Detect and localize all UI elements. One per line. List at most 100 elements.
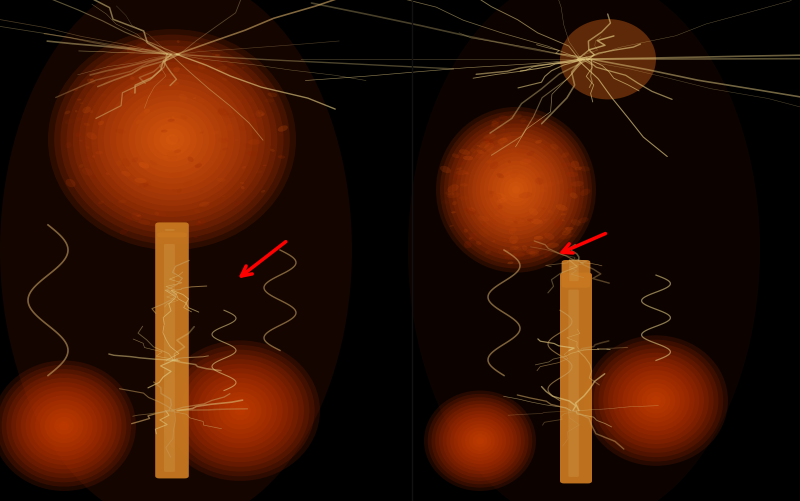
Ellipse shape (490, 125, 494, 129)
Ellipse shape (140, 113, 148, 117)
Ellipse shape (535, 178, 543, 185)
Ellipse shape (215, 55, 221, 57)
Ellipse shape (278, 126, 288, 132)
Ellipse shape (451, 212, 456, 214)
Ellipse shape (198, 63, 206, 71)
Ellipse shape (238, 127, 247, 131)
Ellipse shape (65, 111, 70, 115)
Ellipse shape (246, 152, 258, 157)
Ellipse shape (464, 173, 470, 175)
Ellipse shape (186, 71, 191, 74)
Ellipse shape (454, 417, 506, 464)
Ellipse shape (561, 189, 565, 192)
Ellipse shape (539, 190, 547, 193)
Ellipse shape (456, 128, 576, 253)
Ellipse shape (270, 149, 275, 152)
Ellipse shape (517, 263, 520, 265)
Ellipse shape (106, 173, 110, 176)
Ellipse shape (495, 209, 499, 211)
Ellipse shape (130, 88, 137, 95)
FancyBboxPatch shape (164, 244, 175, 472)
Ellipse shape (208, 383, 272, 439)
Ellipse shape (497, 126, 505, 131)
Ellipse shape (499, 165, 507, 170)
Ellipse shape (469, 431, 491, 451)
Ellipse shape (408, 0, 760, 501)
Ellipse shape (48, 30, 296, 250)
Ellipse shape (267, 93, 278, 98)
Ellipse shape (541, 208, 546, 210)
Ellipse shape (516, 217, 520, 221)
Ellipse shape (223, 114, 234, 119)
Ellipse shape (197, 100, 205, 103)
Ellipse shape (177, 189, 182, 193)
Ellipse shape (518, 192, 532, 199)
Ellipse shape (497, 198, 508, 203)
Ellipse shape (531, 184, 537, 189)
Ellipse shape (66, 47, 278, 234)
Ellipse shape (472, 145, 560, 236)
Ellipse shape (66, 143, 72, 149)
Ellipse shape (241, 186, 245, 190)
Ellipse shape (594, 344, 718, 457)
Ellipse shape (484, 143, 494, 151)
Ellipse shape (16, 382, 112, 469)
Ellipse shape (440, 166, 451, 174)
Ellipse shape (217, 109, 226, 116)
Ellipse shape (278, 156, 286, 159)
Ellipse shape (6, 374, 122, 478)
Ellipse shape (138, 220, 150, 225)
Ellipse shape (466, 209, 476, 215)
Ellipse shape (242, 68, 245, 70)
Ellipse shape (561, 214, 566, 216)
Ellipse shape (192, 369, 288, 453)
Ellipse shape (543, 219, 547, 221)
Ellipse shape (483, 138, 494, 146)
Ellipse shape (194, 210, 200, 213)
Ellipse shape (138, 183, 149, 188)
Ellipse shape (125, 216, 132, 223)
Ellipse shape (491, 121, 499, 128)
Ellipse shape (622, 370, 690, 431)
Ellipse shape (436, 108, 596, 273)
Ellipse shape (167, 186, 174, 191)
Ellipse shape (514, 247, 522, 251)
Ellipse shape (538, 172, 545, 176)
Ellipse shape (517, 148, 527, 155)
Ellipse shape (131, 213, 142, 221)
Ellipse shape (526, 249, 539, 255)
Ellipse shape (121, 66, 127, 69)
Ellipse shape (445, 192, 454, 196)
Ellipse shape (150, 161, 158, 166)
Ellipse shape (556, 205, 567, 211)
Ellipse shape (144, 109, 150, 114)
Ellipse shape (26, 391, 102, 460)
Ellipse shape (494, 215, 499, 217)
Ellipse shape (0, 365, 131, 486)
Ellipse shape (200, 132, 204, 134)
Ellipse shape (513, 253, 526, 258)
Ellipse shape (136, 120, 142, 125)
Ellipse shape (463, 209, 467, 211)
Ellipse shape (181, 151, 187, 154)
Ellipse shape (505, 218, 515, 225)
Ellipse shape (529, 208, 538, 216)
Ellipse shape (141, 113, 203, 168)
Ellipse shape (455, 171, 467, 176)
Ellipse shape (459, 196, 470, 201)
Ellipse shape (30, 395, 98, 456)
Ellipse shape (238, 89, 242, 93)
Ellipse shape (560, 20, 656, 100)
Ellipse shape (87, 79, 96, 85)
Ellipse shape (534, 184, 542, 187)
Ellipse shape (160, 129, 184, 151)
Ellipse shape (562, 230, 571, 236)
Ellipse shape (222, 148, 228, 151)
Ellipse shape (174, 150, 181, 154)
Ellipse shape (143, 182, 151, 189)
Ellipse shape (79, 164, 84, 168)
Ellipse shape (130, 77, 134, 81)
Ellipse shape (570, 234, 576, 238)
FancyBboxPatch shape (155, 223, 189, 478)
Ellipse shape (559, 234, 571, 240)
